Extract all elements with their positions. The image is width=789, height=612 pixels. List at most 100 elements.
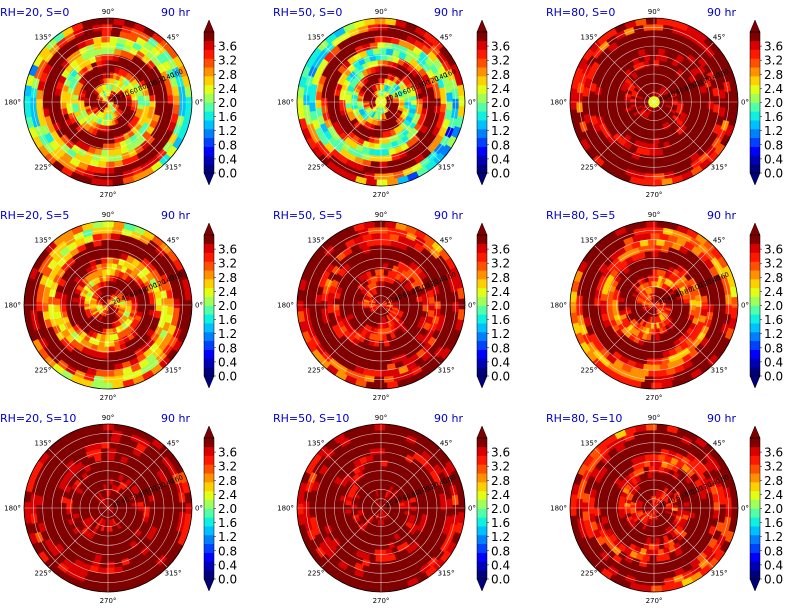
colorbar-segment	[750, 49, 760, 59]
colorbar-segment	[750, 120, 760, 130]
colorbar-tick-label: 1.2	[218, 530, 237, 544]
angular-grid-spoke	[380, 507, 441, 568]
colorbar-tick-label: 3.6	[491, 243, 510, 257]
colorbar-segment	[477, 464, 487, 474]
colorbar-segment	[204, 84, 214, 94]
colorbar-segment	[750, 446, 760, 456]
radial-tick-label: 80	[683, 82, 694, 93]
colorbar-segment	[750, 40, 760, 50]
colorbar-segment	[204, 270, 214, 280]
colorbar-tick-label: 0.8	[218, 138, 237, 152]
colorbar-segment	[477, 517, 487, 527]
colorbar-segment	[204, 67, 214, 77]
colorbar-tick-label: 0.8	[764, 138, 783, 152]
colorbar-tick-label: 0.0	[764, 167, 783, 181]
panel-title: RH=80, S=5	[546, 209, 615, 222]
colorbar-extend-min	[749, 375, 761, 389]
angular-grid-spoke	[48, 101, 109, 162]
angular-grid-spoke	[48, 245, 109, 306]
radial-tick-label: 20	[111, 93, 122, 104]
panel-time-label: 90 hr	[434, 412, 463, 425]
colorbar-tick-label: 0.0	[218, 370, 237, 384]
colorbar-segment	[204, 543, 214, 553]
colorbar-extend-max	[203, 222, 215, 236]
colorbar-segment	[477, 358, 487, 368]
angle-tick-label: 45°	[167, 33, 179, 41]
colorbar-tick-label: 2.0	[491, 96, 510, 110]
radial-tick-label: 60	[402, 86, 413, 97]
angular-grid-spoke	[107, 507, 168, 568]
panel-time-label: 90 hr	[434, 6, 463, 19]
angular-grid-spoke	[380, 42, 441, 103]
colorbar-extend-min	[749, 578, 761, 592]
colorbar-extend-max	[749, 19, 761, 33]
colorbar-tick-label: 2.8	[491, 68, 510, 82]
angle-tick-label: 225°	[581, 367, 598, 375]
colorbar-tick-label: 1.6	[491, 313, 510, 327]
angle-tick-label: 315°	[438, 164, 455, 172]
colorbar-segment	[750, 552, 760, 562]
angle-tick-label: 45°	[167, 439, 179, 447]
colorbar: 0.00.40.81.21.62.02.42.83.23.6	[749, 222, 783, 389]
colorbar-segment	[204, 235, 214, 245]
angle-tick-label: 315°	[438, 367, 455, 375]
angular-grid-spoke	[380, 101, 441, 162]
angle-tick-label: 45°	[440, 33, 452, 41]
colorbar: 0.00.40.81.21.62.02.42.83.23.6	[203, 19, 237, 186]
angle-tick-label: 225°	[308, 164, 325, 172]
colorbar-tick-label: 2.8	[764, 68, 783, 82]
angle-tick-label: 270°	[646, 191, 663, 199]
colorbar-tick-label: 0.4	[764, 152, 783, 166]
polar-panel-1: 2040608010012014016090°45°0°315°270°225°…	[0, 6, 237, 199]
colorbar-tick-label: 0.4	[491, 152, 510, 166]
polar-panel-8: 2040608010012014016090°45°0°315°270°225°…	[273, 412, 510, 605]
angle-tick-label: 180°	[550, 505, 567, 513]
colorbar-tick-label: 0.4	[218, 152, 237, 166]
colorbar-tick-label: 2.8	[218, 271, 237, 285]
colorbar-tick-label: 0.4	[491, 558, 510, 572]
angular-grid-spoke	[321, 304, 382, 365]
colorbar-tick-label: 0.8	[218, 341, 237, 355]
radial-tick-label: 60	[675, 86, 686, 97]
colorbar-tick-label: 3.6	[218, 243, 237, 257]
angular-grid-spoke	[321, 101, 382, 162]
colorbar-extend-min	[203, 375, 215, 389]
angle-tick-label: 180°	[4, 302, 21, 310]
radial-tick-label: 60	[402, 492, 413, 503]
colorbar-segment	[477, 287, 487, 297]
angle-tick-label: 270°	[100, 191, 117, 199]
colorbar-tick-label: 0.4	[218, 355, 237, 369]
colorbar-tick-label: 2.4	[764, 488, 783, 502]
angle-tick-label: 270°	[646, 597, 663, 605]
colorbar-tick-label: 1.2	[218, 327, 237, 341]
angle-tick-label: 180°	[4, 99, 21, 107]
radial-tick-label: 20	[384, 296, 395, 307]
colorbar-segment	[477, 137, 487, 147]
angle-tick-label: 0°	[195, 505, 203, 513]
colorbar-segment	[477, 446, 487, 456]
colorbar-tick-label: 0.0	[491, 573, 510, 587]
colorbar-tick-label: 2.4	[491, 488, 510, 502]
radial-tick-label: 60	[129, 86, 140, 97]
colorbar-segment	[477, 76, 487, 86]
colorbar-tick-label: 0.4	[491, 355, 510, 369]
colorbar-tick-label: 3.6	[218, 40, 237, 54]
colorbar-segment	[204, 58, 214, 68]
colorbar-segment	[750, 331, 760, 342]
angular-grid-spoke	[321, 507, 382, 568]
colorbar-segment	[750, 508, 760, 518]
angle-tick-label: 45°	[440, 439, 452, 447]
colorbar-tick-label: 0.8	[764, 341, 783, 355]
colorbar-segment	[477, 340, 487, 350]
colorbar-segment	[204, 331, 214, 342]
colorbar-segment	[477, 349, 487, 359]
angular-grid-spoke	[48, 448, 109, 509]
colorbar-segment	[204, 296, 214, 306]
panel-time-label: 90 hr	[161, 412, 190, 425]
colorbar-segment	[204, 40, 214, 50]
colorbar-segment	[477, 438, 487, 448]
colorbar-segment	[750, 314, 760, 324]
colorbar: 0.00.40.81.21.62.02.42.83.23.6	[476, 19, 510, 186]
angle-tick-label: 135°	[581, 439, 598, 447]
radial-tick-label: 40	[666, 293, 677, 304]
